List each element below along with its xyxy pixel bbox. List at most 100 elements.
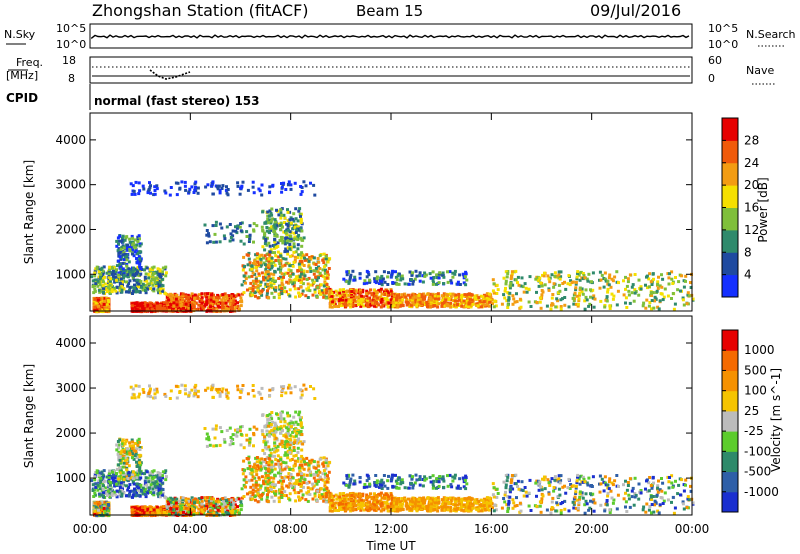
echo-cell — [280, 182, 283, 185]
echo-cell — [578, 293, 581, 297]
echo-cell — [233, 303, 237, 306]
echo-cell — [260, 271, 264, 275]
echo-cell — [286, 219, 290, 223]
echo-cell — [274, 259, 278, 262]
echo-cell — [287, 180, 291, 184]
echo-cell — [164, 265, 168, 269]
echo-cell — [379, 276, 383, 280]
echo-cell — [137, 234, 141, 238]
echo-cell — [302, 236, 306, 240]
echo-cell — [368, 278, 372, 282]
echo-cell — [197, 303, 201, 307]
echo-cell — [334, 289, 338, 293]
echo-cell — [342, 289, 345, 293]
echo-cell — [274, 288, 278, 292]
echo-cell — [116, 249, 120, 253]
echo-cell — [313, 290, 317, 294]
echo-cell — [356, 303, 360, 306]
echo-cell — [226, 193, 230, 197]
echo-cell — [321, 291, 325, 295]
echo-cell — [397, 272, 401, 276]
echo-cell — [183, 180, 187, 184]
echo-cell — [114, 289, 118, 293]
echo-cell — [377, 303, 381, 307]
echo-cell — [369, 299, 373, 303]
echo-cell — [264, 268, 268, 272]
echo-cell — [630, 285, 634, 289]
echo-cell — [118, 255, 122, 259]
echo-cell — [338, 304, 342, 308]
echo-cell — [431, 282, 435, 286]
echo-cell — [293, 287, 297, 291]
echo-cell — [326, 260, 330, 264]
echo-cell — [316, 285, 320, 289]
echo-cell — [193, 182, 197, 186]
echo-cell — [295, 275, 299, 279]
echo-cell — [260, 183, 264, 187]
echo-cell — [539, 281, 543, 285]
echo-cell — [136, 240, 140, 243]
echo-cell — [115, 239, 119, 243]
echo-cell — [287, 292, 290, 296]
echo-cell — [367, 301, 371, 305]
echo-cell — [347, 297, 351, 301]
echo-cell — [167, 305, 171, 309]
echo-cell — [365, 289, 369, 293]
echo-cell — [106, 503, 110, 506]
echo-cell — [273, 240, 277, 244]
echo-cell — [435, 273, 439, 277]
echo-cell — [259, 257, 263, 261]
echo-cell — [99, 275, 103, 279]
echo-cell — [379, 300, 383, 304]
echo-cell — [135, 301, 139, 305]
echo-cell — [362, 304, 366, 308]
echo-cell — [437, 297, 441, 301]
echo-cell — [392, 304, 396, 308]
echo-cell — [139, 304, 143, 308]
echo-cell — [176, 181, 180, 185]
echo-cell — [149, 305, 153, 309]
echo-cell — [151, 278, 155, 281]
echo-cell — [93, 308, 97, 312]
echo-cell — [175, 293, 179, 297]
echo-cell — [446, 270, 449, 274]
echo-cell — [332, 298, 336, 302]
echo-cell — [359, 291, 363, 295]
echo-cell — [180, 301, 184, 305]
echo-cell — [136, 258, 140, 262]
echo-cell — [126, 243, 129, 247]
echo-cell — [387, 301, 391, 305]
echo-cell — [296, 256, 300, 260]
echo-cell — [511, 302, 515, 306]
echo-cell — [318, 254, 322, 258]
echo-cell — [344, 301, 348, 305]
echo-cell — [308, 257, 312, 261]
echo-cell — [583, 276, 587, 280]
echo-cell — [515, 292, 518, 296]
echo-cell — [318, 267, 322, 270]
echo-cell — [647, 285, 651, 289]
echo-cell — [122, 274, 126, 278]
echo-cell — [539, 306, 543, 310]
echo-cell — [106, 299, 110, 302]
echo-cell — [120, 290, 124, 294]
echo-cell — [394, 303, 398, 307]
echo-cell — [293, 280, 296, 284]
echo-cell — [258, 189, 262, 193]
echo-cell — [382, 270, 386, 274]
echo-cell — [455, 295, 459, 299]
echo-cell — [266, 272, 270, 276]
echo-cell — [274, 243, 278, 246]
echo-cell — [633, 291, 637, 295]
echo-cell — [228, 223, 232, 226]
echo-cell — [109, 277, 113, 281]
echo-cell — [627, 289, 631, 293]
echo-cell — [271, 217, 275, 221]
echo-cell — [97, 288, 101, 292]
echo-cell — [324, 257, 328, 261]
echo-cell — [148, 181, 151, 185]
echo-cell — [345, 273, 349, 277]
echo-cell — [214, 298, 218, 302]
echo-cell — [554, 305, 558, 309]
echo-cell — [294, 295, 298, 299]
